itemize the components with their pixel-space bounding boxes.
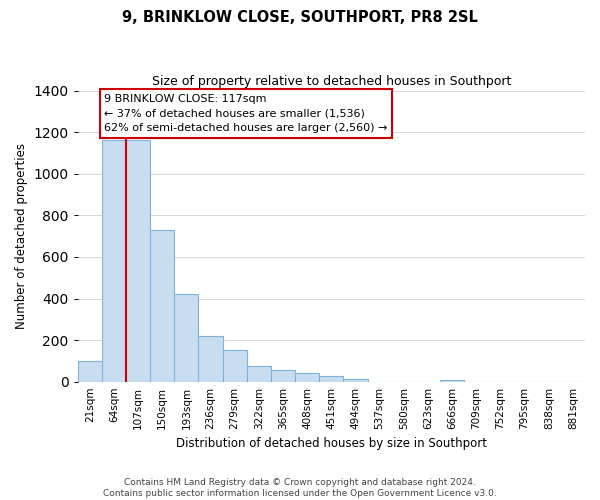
Bar	[343, 378, 368, 382]
X-axis label: Distribution of detached houses by size in Southport: Distribution of detached houses by size …	[176, 437, 487, 450]
Bar	[78, 361, 102, 382]
Bar	[440, 380, 464, 382]
Text: Contains HM Land Registry data © Crown copyright and database right 2024.
Contai: Contains HM Land Registry data © Crown c…	[103, 478, 497, 498]
Text: 9, BRINKLOW CLOSE, SOUTHPORT, PR8 2SL: 9, BRINKLOW CLOSE, SOUTHPORT, PR8 2SL	[122, 10, 478, 25]
Bar	[295, 374, 319, 382]
Bar	[271, 370, 295, 382]
Bar	[247, 366, 271, 382]
Bar	[150, 230, 175, 382]
Bar	[175, 294, 199, 382]
Title: Size of property relative to detached houses in Southport: Size of property relative to detached ho…	[152, 75, 511, 88]
Bar	[223, 350, 247, 382]
Bar	[126, 140, 150, 382]
Text: 9 BRINKLOW CLOSE: 117sqm
← 37% of detached houses are smaller (1,536)
62% of sem: 9 BRINKLOW CLOSE: 117sqm ← 37% of detach…	[104, 94, 388, 134]
Bar	[199, 336, 223, 382]
Bar	[102, 140, 126, 382]
Y-axis label: Number of detached properties: Number of detached properties	[15, 143, 28, 329]
Bar	[319, 376, 343, 382]
